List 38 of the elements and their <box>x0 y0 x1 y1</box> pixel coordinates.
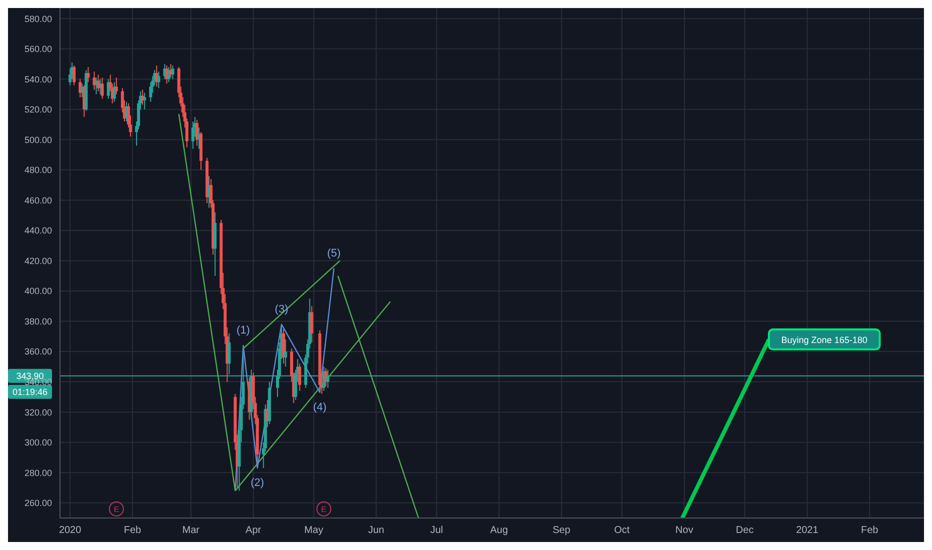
y-tick-label: 560.00 <box>24 44 52 54</box>
x-tick-label: Jul <box>430 525 444 536</box>
annotation: (5) <box>327 247 341 260</box>
y-tick-label: 520.00 <box>24 104 52 115</box>
y-tick-label: 580.00 <box>24 14 52 24</box>
y-tick-label: 280.00 <box>24 468 52 478</box>
x-tick-label: Oct <box>614 525 630 536</box>
y-tick-label: 540.00 <box>24 74 52 84</box>
x-tick-label: 2021 <box>796 525 819 536</box>
annotation: E <box>321 504 327 514</box>
x-tick-label: Feb <box>124 525 142 536</box>
x-tick-label: 2020 <box>58 525 82 536</box>
y-tick-label: 420.00 <box>24 256 52 266</box>
x-tick-label: Sep <box>552 525 571 536</box>
y-tick-label: 440.00 <box>24 226 52 236</box>
y-tick-label: 380.00 <box>24 316 52 326</box>
annotation: (4) <box>313 401 327 414</box>
y-tick-label: 320.00 <box>24 407 52 418</box>
annotation: (2) <box>250 477 264 490</box>
annotation: (1) <box>236 324 250 336</box>
x-tick-label: May <box>304 525 324 536</box>
x-tick-label: Nov <box>675 525 694 536</box>
x-tick-label: Feb <box>861 525 879 536</box>
y-tick-label: 460.00 <box>24 195 52 206</box>
annotation: E <box>114 504 120 514</box>
text: 01:19:46 <box>12 386 48 397</box>
x-tick-label: Jun <box>368 525 384 536</box>
x-tick-label: Aug <box>490 525 508 536</box>
annotation: Buying Zone 165-180 <box>781 334 868 345</box>
y-tick-label: 360.00 <box>24 346 52 357</box>
y-tick-label: 500.00 <box>24 134 52 145</box>
x-tick-label: Dec <box>736 525 754 536</box>
x-tick-label: Apr <box>246 525 262 536</box>
y-tick-label: 300.00 <box>24 438 52 448</box>
y-tick-label: 480.00 <box>24 165 52 176</box>
x-tick-label: Mar <box>182 525 200 536</box>
y-tick-label: 400.00 <box>24 286 52 296</box>
y-tick-label: 260.00 <box>24 498 52 508</box>
